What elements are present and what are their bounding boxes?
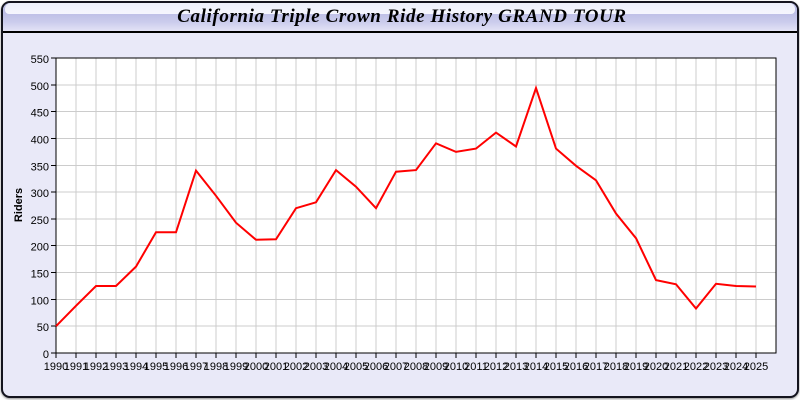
svg-text:2011: 2011 — [464, 361, 488, 373]
svg-text:2025: 2025 — [744, 361, 768, 373]
svg-text:2012: 2012 — [484, 361, 508, 373]
svg-text:150: 150 — [31, 269, 49, 281]
svg-text:2008: 2008 — [404, 361, 428, 373]
svg-text:1999: 1999 — [224, 361, 248, 373]
svg-text:2015: 2015 — [544, 361, 568, 373]
svg-text:2004: 2004 — [324, 361, 348, 373]
svg-text:2024: 2024 — [724, 361, 748, 373]
svg-text:2002: 2002 — [284, 361, 308, 373]
svg-text:2016: 2016 — [564, 361, 588, 373]
svg-text:2022: 2022 — [684, 361, 708, 373]
svg-text:2010: 2010 — [444, 361, 468, 373]
svg-text:2023: 2023 — [704, 361, 728, 373]
svg-text:2018: 2018 — [604, 361, 628, 373]
svg-text:2003: 2003 — [304, 361, 328, 373]
svg-text:350: 350 — [31, 161, 49, 173]
svg-text:250: 250 — [31, 215, 49, 227]
svg-text:50: 50 — [37, 322, 49, 334]
svg-text:2005: 2005 — [344, 361, 368, 373]
svg-text:400: 400 — [31, 135, 49, 147]
svg-text:300: 300 — [31, 188, 49, 200]
svg-text:2013: 2013 — [504, 361, 528, 373]
svg-text:1995: 1995 — [144, 361, 168, 373]
svg-text:1992: 1992 — [84, 361, 108, 373]
svg-text:2007: 2007 — [384, 361, 408, 373]
svg-text:100: 100 — [31, 295, 49, 307]
svg-text:2014: 2014 — [524, 361, 548, 373]
svg-text:2019: 2019 — [624, 361, 648, 373]
svg-text:1993: 1993 — [104, 361, 128, 373]
svg-text:2000: 2000 — [244, 361, 268, 373]
svg-text:550: 550 — [31, 54, 49, 66]
svg-text:Riders: Riders — [13, 188, 25, 222]
svg-text:2009: 2009 — [424, 361, 448, 373]
svg-text:200: 200 — [31, 242, 49, 254]
svg-text:1996: 1996 — [164, 361, 188, 373]
svg-text:1991: 1991 — [64, 361, 88, 373]
svg-text:1998: 1998 — [204, 361, 228, 373]
svg-text:500: 500 — [31, 81, 49, 93]
svg-text:1997: 1997 — [184, 361, 208, 373]
svg-text:0: 0 — [43, 349, 49, 361]
svg-text:2021: 2021 — [664, 361, 688, 373]
svg-text:2017: 2017 — [584, 361, 608, 373]
svg-text:450: 450 — [31, 108, 49, 120]
svg-text:1994: 1994 — [124, 361, 148, 373]
svg-text:1990: 1990 — [44, 361, 68, 373]
svg-text:2020: 2020 — [644, 361, 668, 373]
svg-text:2001: 2001 — [264, 361, 288, 373]
svg-text:2006: 2006 — [364, 361, 388, 373]
